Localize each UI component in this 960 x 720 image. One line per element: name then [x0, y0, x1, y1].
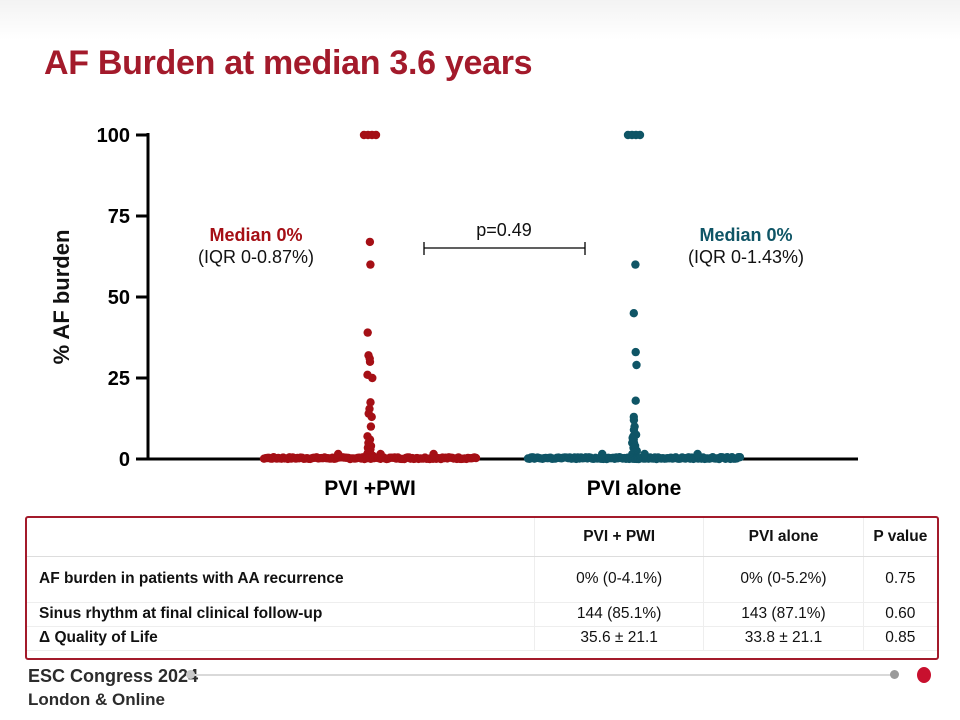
y-tick-label: 25 [108, 368, 130, 390]
table-row-label: Δ Quality of Life [27, 626, 535, 651]
data-point [366, 260, 375, 269]
data-point [365, 237, 375, 247]
data-point [376, 449, 385, 459]
x-tick-label: PVI alone [587, 477, 682, 500]
slide-title: AF Burden at median 3.6 years [44, 44, 533, 82]
footer-divider [188, 674, 896, 676]
y-tick-label: 0 [119, 449, 130, 471]
data-point [629, 309, 638, 318]
table-header-cell: PVI + PWI [533, 518, 704, 557]
chart-axes: 0 25 50 75 100 PVI +PWI PVI alone [97, 125, 858, 500]
af-burden-scatter-chart: 0 25 50 75 100 PVI +PWI PVI alone Median 0% (I… [97, 125, 858, 500]
table-row: Δ Quality of Life 35.6 ± 21.1 33.8 ± 21.… [27, 626, 937, 651]
data-point [368, 373, 377, 383]
data-point [471, 453, 481, 463]
table-cell: 0.85 [862, 626, 937, 651]
data-point [366, 422, 376, 431]
footer-congress-name: ESC Congress 2024 [28, 666, 199, 686]
table-header-cell [27, 518, 535, 557]
data-point [334, 449, 343, 459]
data-point [363, 328, 372, 337]
footer-location: London & Online [28, 690, 165, 709]
data-point [598, 449, 607, 459]
data-point [735, 453, 745, 462]
table-cell: 0.75 [862, 556, 937, 603]
footer-red-dot-icon [917, 667, 931, 683]
table-row: Sinus rhythm at final clinical follow-up… [27, 602, 937, 627]
table-row-label: Sinus rhythm at final clinical follow-up [27, 602, 535, 627]
results-table: PVI + PWI PVI alone P value AF burden in… [27, 518, 937, 651]
table-row: AF burden in patients with AA recurrence… [27, 556, 937, 603]
data-point [429, 449, 438, 459]
table-header-cell: PVI alone [703, 518, 864, 557]
footer-dot-icon [186, 670, 195, 679]
footer-branding: ESC Congress 2024 London & Online [28, 665, 198, 711]
chart-points [259, 130, 745, 464]
left-iqr-annotation: (IQR 0-0.87%) [198, 247, 314, 267]
data-point [640, 449, 649, 459]
data-point [693, 449, 702, 459]
table-row-label: AF burden in patients with AA recurrence [27, 556, 535, 603]
table-header-cell: P value [862, 518, 937, 557]
table-cell: 33.8 ± 21.1 [703, 626, 864, 651]
chart-labels: Median 0% (IQR 0-0.87%) Median 0% (IQR 0… [198, 220, 804, 267]
results-table-box: PVI + PWI PVI alone P value AF burden in… [25, 516, 939, 660]
table-cell: 35.6 ± 21.1 [533, 626, 704, 651]
right-iqr-annotation: (IQR 0-1.43%) [688, 247, 804, 267]
left-median-annotation: Median 0% [209, 225, 302, 245]
data-point [631, 260, 640, 269]
data-point [632, 360, 641, 370]
y-tick-label: 75 [108, 206, 130, 228]
p-value-annotation: p=0.49 [476, 220, 532, 240]
right-median-annotation: Median 0% [699, 225, 792, 245]
table-cell: 144 (85.1%) [533, 602, 704, 627]
table-cell: 143 (87.1%) [703, 602, 864, 627]
footer-dot-icon [890, 670, 899, 679]
data-point [631, 347, 640, 357]
data-point [366, 398, 375, 407]
y-tick-label: 100 [97, 125, 130, 147]
y-tick-label: 50 [108, 287, 130, 309]
table-header-row: PVI + PWI PVI alone P value [27, 518, 937, 557]
data-point [371, 130, 381, 140]
x-tick-label: PVI +PWI [324, 477, 416, 500]
data-point [367, 412, 376, 422]
table-cell: 0.60 [862, 602, 937, 627]
data-point [631, 396, 640, 405]
table-cell: 0% (0-4.1%) [533, 556, 704, 603]
data-point [365, 357, 375, 366]
data-point [635, 130, 645, 140]
table-cell: 0% (0-5.2%) [703, 556, 864, 603]
data-point [629, 415, 639, 425]
